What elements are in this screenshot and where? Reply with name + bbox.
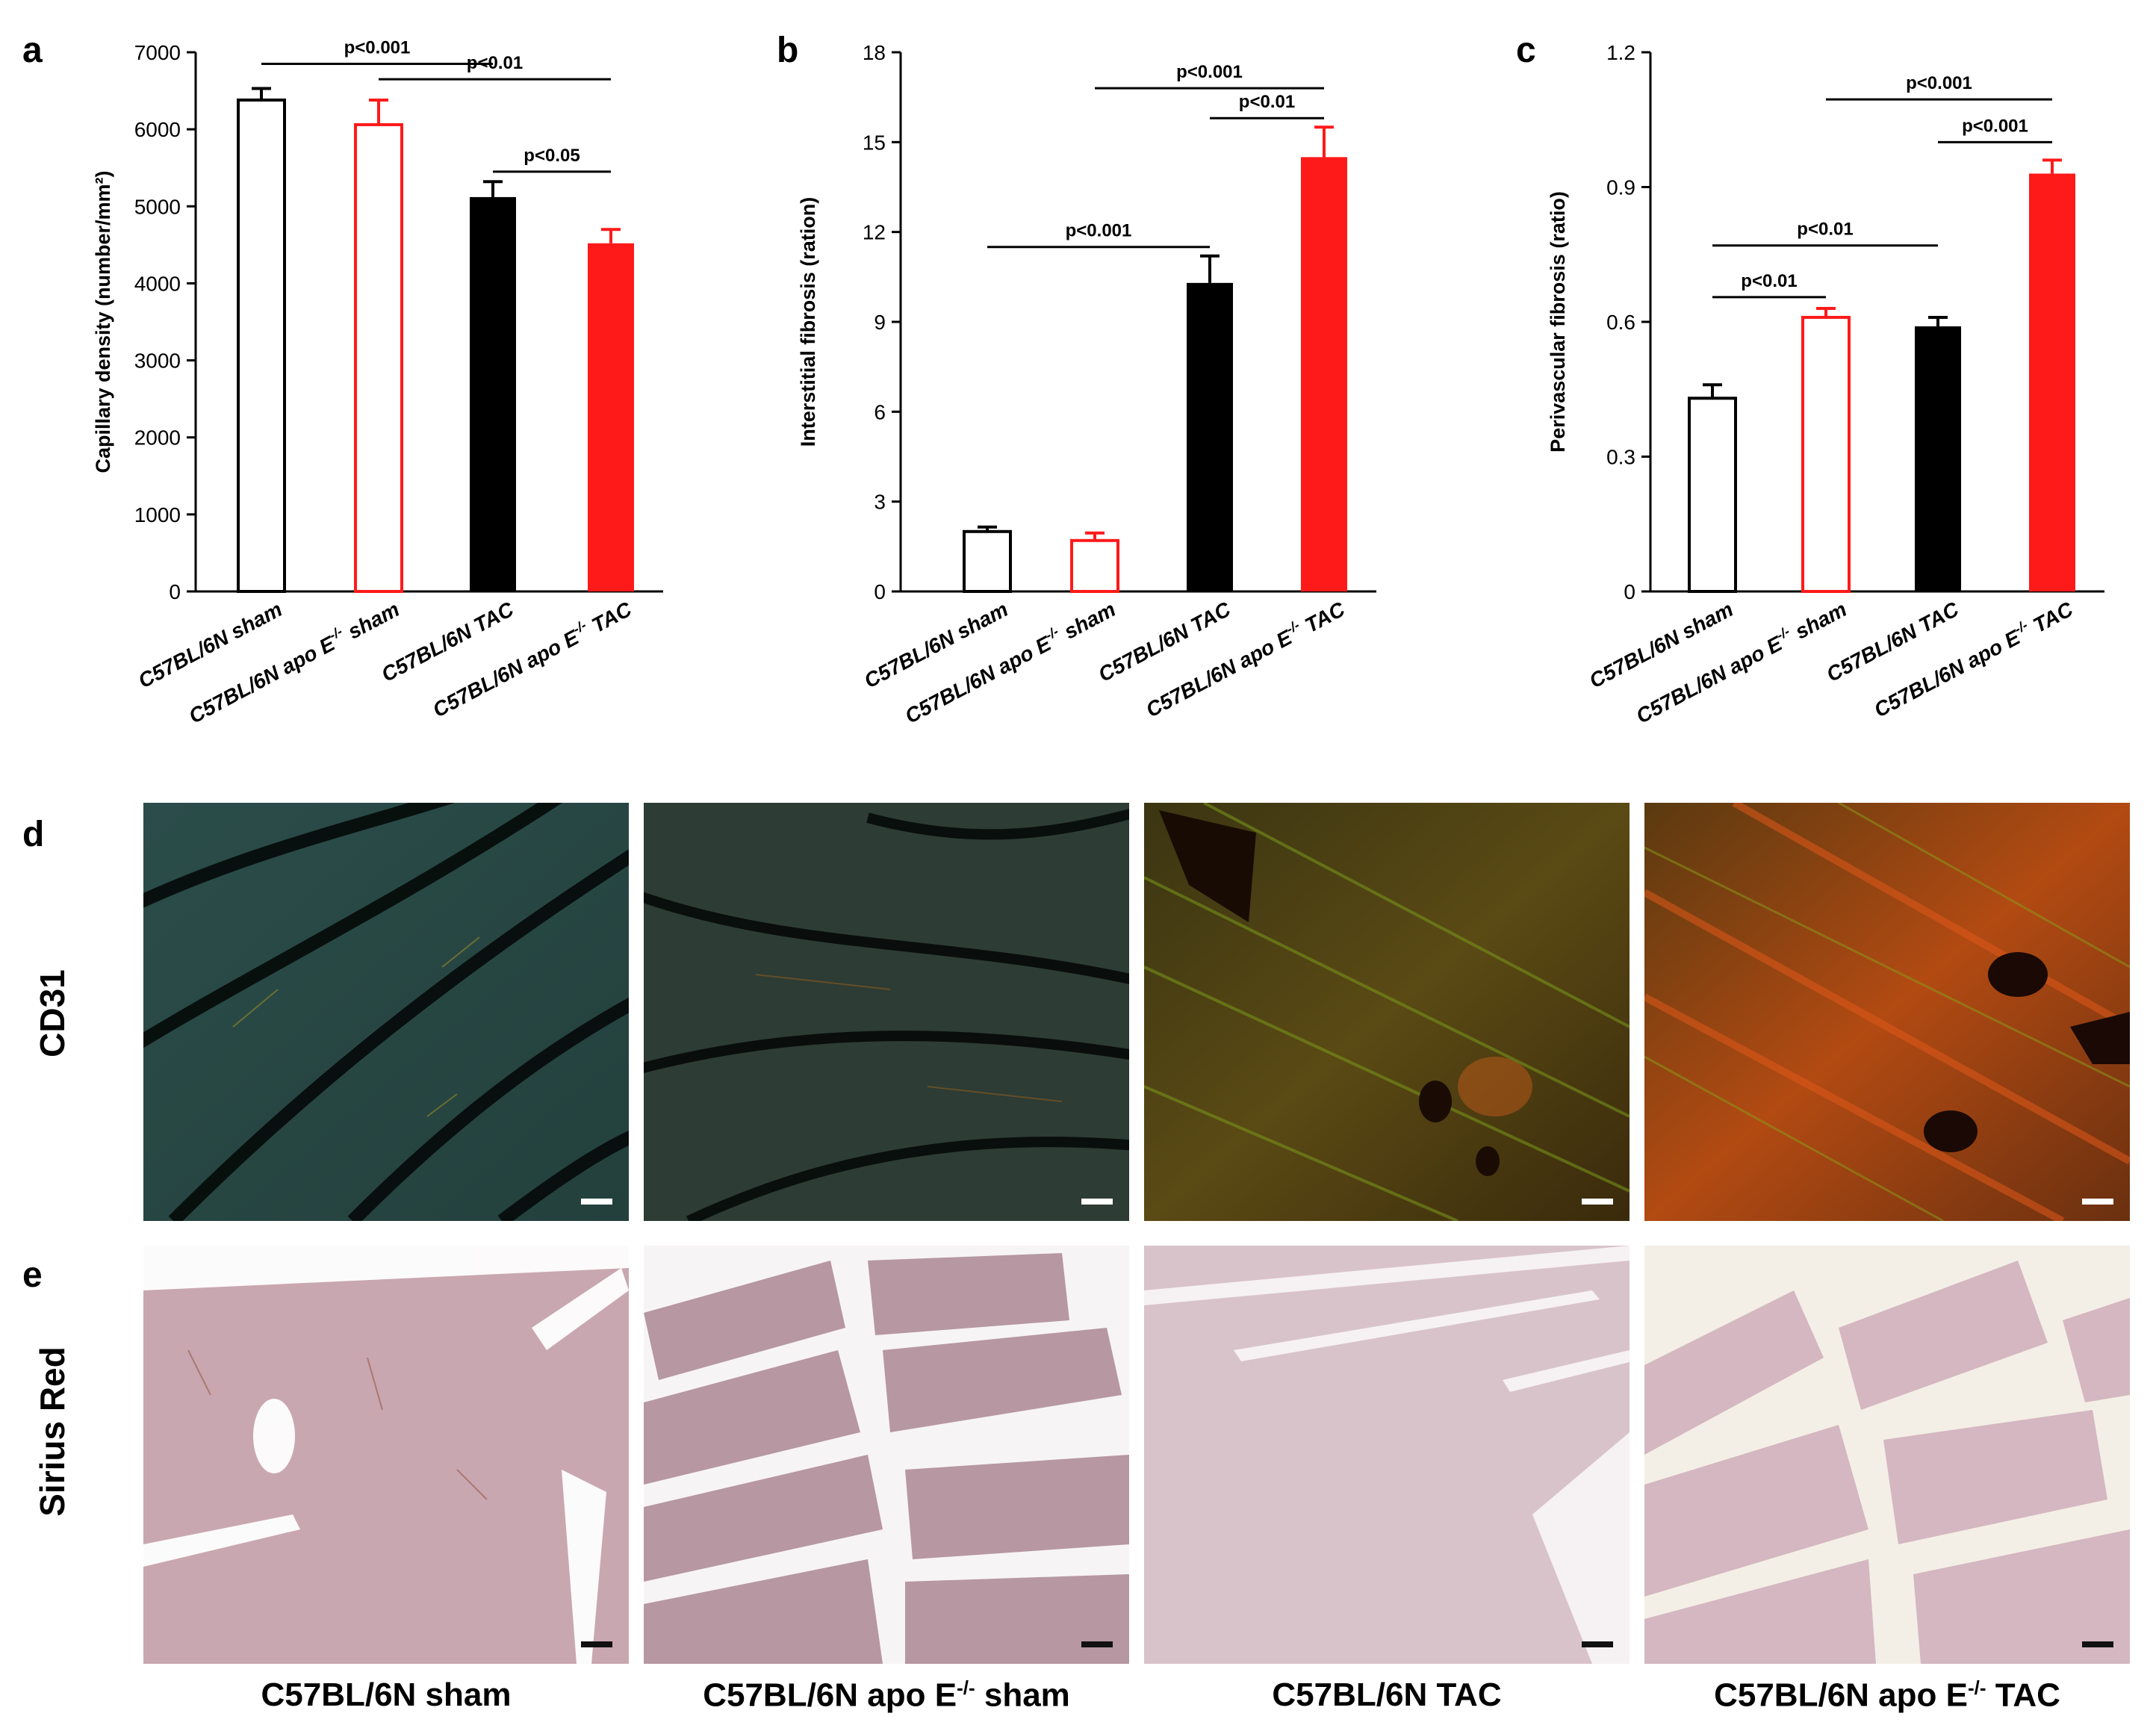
sirius-tissue-pattern [143,1246,629,1664]
panel-letter-d: d [22,815,45,854]
bar [1801,315,1851,593]
x-tick-label: C57BL/6N apo E-/- TAC [1141,595,1349,722]
scale-bar [1081,1199,1113,1205]
y-tick-label: 6000 [134,118,181,141]
significance-label: p<0.001 [1066,221,1132,241]
significance-label: p<0.05 [524,146,580,166]
cd31-tissue-pattern [1144,803,1630,1221]
chart-capillary-density: 0 1000 2000 3000 4000 5000 6000 7000 Capillary d… [92,37,663,728]
y-axis-label: Perivascular fibrosis (ratio) [1547,191,1569,453]
bar [588,243,634,591]
scale-bar [581,1641,612,1647]
panel-letter-e: e [22,1255,43,1295]
y-tick-label: 9 [874,311,886,334]
y-tick-label: 0.3 [1606,446,1635,469]
chart-perivascular-fibrosis: 0 0.3 0.6 0.9 1.2 Perivascular fibrosis (rati… [1547,41,2104,728]
group-label-base: C57BL/6N apo E [1714,1676,1968,1714]
y-tick-label: 0 [874,580,886,603]
x-tick-label: C57BL/6N apo E-/- sham [184,595,403,728]
significance-label: p<0.01 [467,53,523,73]
group-label-tac: C57BL/6N TAC [1148,1676,1626,1714]
scale-bar [2082,1641,2113,1647]
sirius-image-sham [143,1246,629,1664]
bar [354,122,403,593]
y-axis-label: Capillary density (number/mm²) [92,170,114,473]
significance-label: p<0.01 [1741,271,1797,291]
y-tick-label: 1.2 [1606,41,1635,64]
scale-bar [2082,1199,2113,1205]
significance-label: p<0.01 [1797,220,1853,240]
group-label-apoe-tac: C57BL/6N apo E-/- TAC [1648,1676,2126,1715]
scale-bar [1582,1199,1613,1205]
group-label-tail: TAC [1986,1676,2060,1714]
sirius-tissue-pattern [644,1246,1129,1664]
cd31-tissue-pattern [644,803,1129,1221]
y-tick-label: 2000 [134,426,181,450]
bar [1187,282,1233,591]
cd31-image-tac [1144,803,1630,1221]
significance-label: p<0.001 [1906,73,1972,93]
bar [1301,157,1347,591]
significance-label: p<0.001 [1176,62,1243,82]
group-label-sup: -/- [1967,1676,1986,1699]
bar [1070,538,1119,593]
group-label-base: C57BL/6N TAC [1272,1676,1502,1713]
y-tick-label: 15 [863,131,886,154]
y-tick-label: 18 [863,41,886,64]
row-label-cd31: CD31 [33,969,72,1057]
group-label-sham: C57BL/6N sham [147,1676,625,1714]
sirius-image-apoe-tac [1644,1246,2130,1664]
group-label-tail: sham [975,1676,1070,1714]
group-label-base: C57BL/6N sham [261,1676,512,1713]
y-tick-label: 0 [169,580,181,603]
y-axis-label: Interstitial fibrosis (ration) [797,197,819,447]
panel-letter-b: b [777,31,799,70]
y-tick-label: 12 [863,221,886,244]
sirius-tissue-pattern [1144,1246,1630,1664]
y-tick-label: 0 [1624,580,1635,603]
x-tick-label: C57BL/6N apo E-/- sham [1631,595,1850,728]
significance-label: p<0.01 [1239,92,1295,112]
y-tick-label: 1000 [134,503,181,526]
cd31-tissue-pattern [143,803,629,1221]
bar [1915,326,1961,591]
significance-label: p<0.001 [1962,116,2028,136]
scale-bar [1081,1641,1113,1647]
bar [2029,173,2075,591]
y-tick-label: 3000 [134,349,181,373]
panel-letter-c: c [1516,31,1536,70]
y-tick-label: 5000 [134,195,181,218]
x-tick-label: C57BL/6N apo E-/- TAC [1869,595,2077,722]
cd31-image-apoe-sham [644,803,1129,1221]
y-tick-label: 4000 [134,272,181,295]
scale-bar [581,1199,612,1205]
group-label-base: C57BL/6N apo E [703,1676,957,1714]
cd31-tissue-pattern [1644,803,2130,1221]
row-label-sirius-red: Sirius Red [33,1346,72,1517]
x-tick-label: C57BL/6N apo E-/- TAC [428,595,636,722]
group-label-apoe-sham: C57BL/6N apo E-/- sham [647,1676,1125,1715]
y-tick-label: 0.6 [1606,311,1635,334]
bar [963,529,1012,593]
chart-interstitial-fibrosis: 0 3 6 9 12 15 18 Interstitial fibrosis (ration)… [797,41,1376,728]
cd31-image-sham [143,803,629,1221]
sirius-image-tac [1144,1246,1630,1664]
y-tick-label: 0.9 [1606,176,1635,199]
group-label-sup: -/- [957,1676,975,1699]
cd31-image-apoe-tac [1644,803,2130,1221]
y-tick-label: 3 [874,491,886,514]
sirius-tissue-pattern [1644,1246,2130,1664]
bar [1688,397,1737,593]
bar [237,98,286,594]
scale-bar [1582,1641,1613,1647]
sirius-image-apoe-sham [644,1246,1129,1664]
y-tick-label: 6 [874,400,886,423]
y-tick-label: 7000 [134,41,181,64]
bar [470,196,516,591]
significance-label: p<0.001 [344,37,411,58]
panel-letter-a: a [22,31,43,70]
